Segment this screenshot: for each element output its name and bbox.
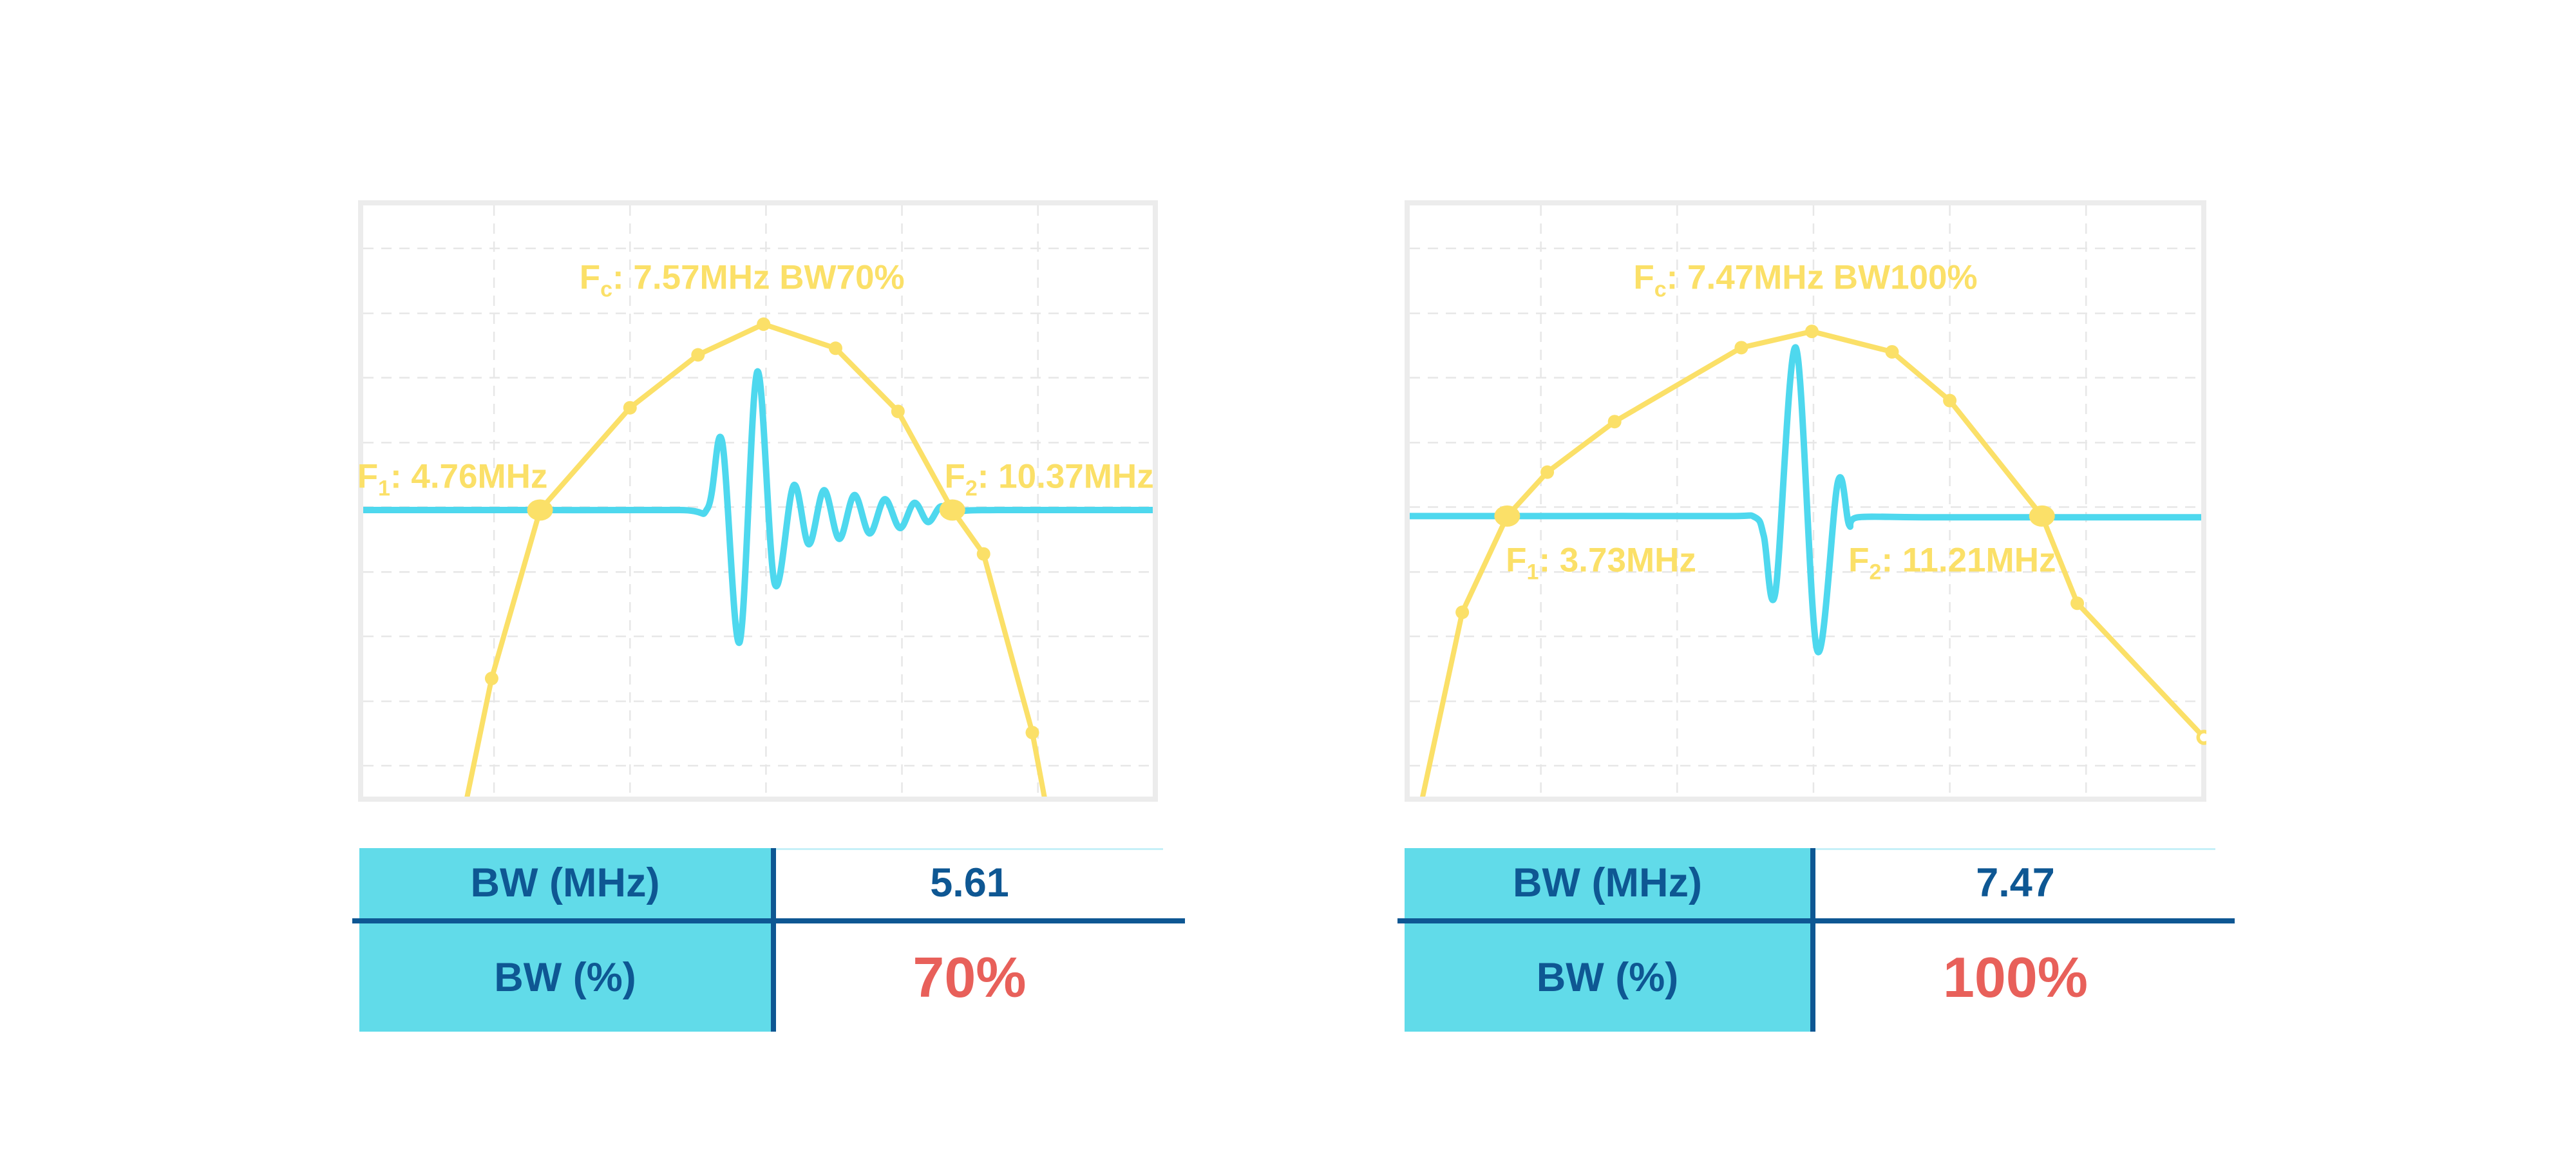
spectrum-chart-left: Fc: 7.57MHz BW70% F1: 4.76MHz F2: 10.37MHz	[358, 200, 1158, 802]
spectrum-marker	[2070, 596, 2085, 610]
chart-svg: Fc: 7.47MHz BW100% F1: 3.73MHz F2: 11.21MH…	[1405, 200, 2206, 802]
row-divider-line	[352, 918, 1185, 923]
bw-pct-label-cell: BW (%)	[359, 923, 771, 1032]
spectrum-marker	[1885, 345, 1899, 359]
spectrum-marker	[1025, 726, 1039, 740]
bw-pct-label: BW (%)	[1536, 954, 1679, 1000]
spectrum-marker	[757, 317, 771, 331]
bandwidth-crossing-marker	[2029, 505, 2055, 527]
fc-annotation: Fc: 7.57MHz BW70%	[580, 258, 905, 301]
spectrum-chart-right: Fc: 7.47MHz BW100% F1: 3.73MHz F2: 11.21MH…	[1405, 200, 2206, 802]
column-divider-line	[1810, 848, 1815, 1032]
bw-pct-value-cell: 70%	[776, 923, 1163, 1032]
f1-annotation: F1: 4.76MHz	[358, 457, 547, 500]
bw-mhz-value: 5.61	[930, 860, 1009, 905]
end-ring-marker	[2196, 730, 2206, 745]
spectrum-marker	[1607, 415, 1622, 429]
bw-pct-label: BW (%)	[494, 954, 636, 1000]
spectrum-curve	[1419, 328, 2206, 802]
bw-mhz-label: BW (MHz)	[470, 860, 660, 905]
bandwidth-crossing-marker	[939, 499, 965, 521]
spectrum-marker	[623, 401, 637, 415]
value-top-line	[1815, 848, 2215, 850]
chart-frame	[358, 200, 1158, 802]
bandwidth-crossing-marker	[527, 499, 553, 521]
spectrum-marker	[976, 547, 990, 561]
spectrum-marker	[891, 404, 905, 419]
fc-annotation: Fc: 7.47MHz BW100%	[1633, 258, 1977, 301]
spectrum-marker	[691, 348, 705, 362]
spectrum-marker	[1943, 393, 1957, 408]
f2-annotation: F2: 11.21MHz	[1848, 541, 2056, 584]
bw-mhz-label-cell: BW (MHz)	[359, 848, 771, 918]
column-divider-line	[771, 848, 776, 1032]
value-top-line	[776, 848, 1163, 850]
chart-svg: Fc: 7.57MHz BW70% F1: 4.76MHz F2: 10.37MHz	[358, 200, 1158, 802]
spectrum-marker	[484, 672, 498, 686]
bw-pct-value: 70%	[913, 945, 1027, 1009]
pulse-waveform	[1405, 344, 2206, 656]
bw-mhz-value-cell: 7.47	[1815, 848, 2215, 918]
bw-mhz-label: BW (MHz)	[1513, 860, 1702, 905]
spectrum-marker	[828, 341, 842, 355]
bandwidth-crossing-marker	[1494, 505, 1520, 527]
chart-frame	[1405, 200, 2206, 802]
spectrum-marker	[1455, 605, 1470, 620]
bw-pct-label-cell: BW (%)	[1405, 923, 1810, 1032]
bw-pct-value: 100%	[1942, 945, 2088, 1009]
bw-mhz-label-cell: BW (MHz)	[1405, 848, 1810, 918]
spectrum-marker	[1734, 341, 1748, 355]
spectrum-marker	[1540, 465, 1555, 479]
spectrum-curve	[463, 321, 1048, 802]
f2-annotation: F2: 10.37MHz	[944, 457, 1153, 500]
bw-pct-value-cell: 100%	[1815, 923, 2215, 1032]
f1-annotation: F1: 3.73MHz	[1506, 541, 1696, 584]
bw-mhz-value-cell: 5.61	[776, 848, 1163, 918]
bw-mhz-value: 7.47	[1976, 860, 2055, 905]
row-divider-line	[1397, 918, 2235, 923]
spectrum-marker	[1804, 325, 1819, 339]
